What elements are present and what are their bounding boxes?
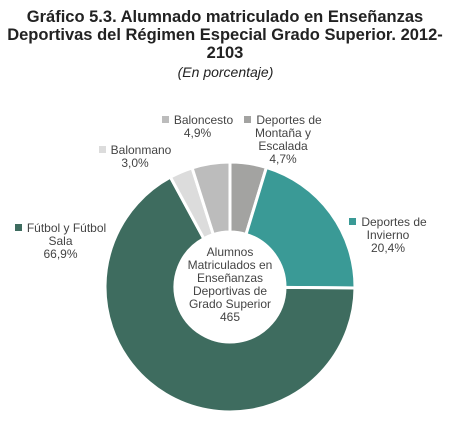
slice-value: 66,9%: [43, 247, 78, 261]
slice-value: 3,0%: [121, 156, 149, 170]
chart-subtitle: (En porcentaje): [177, 64, 274, 80]
slice-label: Deportes de Montaña y Escalada 4,7%: [238, 114, 328, 166]
legend-marker: [98, 146, 106, 153]
legend-marker: [161, 116, 169, 123]
slice-label: Fútbol y Fútbol Sala 66,9%: [8, 222, 113, 261]
slice-name: Baloncesto: [173, 113, 234, 127]
center-text: Alumnos Matriculados en Enseñanzas Depor…: [187, 245, 273, 311]
center-value: 465: [219, 310, 241, 324]
slice-name: Deportes de Invierno: [361, 215, 427, 242]
legend-marker: [349, 218, 357, 225]
legend-marker: [14, 224, 22, 231]
slice-label: Baloncesto 4,9%: [150, 114, 245, 140]
slice-value: 4,7%: [269, 152, 297, 166]
slice-label: Balonmano 3,0%: [90, 144, 180, 170]
slice-label: Deportes de Invierno 20,4%: [338, 216, 438, 255]
slice-name: Fútbol y Fútbol Sala: [26, 221, 107, 248]
donut-slice: [103, 175, 357, 414]
slice-name: Balonmano: [110, 143, 172, 157]
slice-value: 4,9%: [183, 126, 212, 140]
chart-title: Gráfico 5.3. Alumnado matriculado en Ens…: [7, 8, 443, 62]
donut-slice: [190, 160, 232, 237]
center-label: Alumnos Matriculados en Enseñanzas Depor…: [175, 246, 285, 324]
legend-marker: [244, 116, 252, 123]
slice-value: 20,4%: [370, 241, 406, 255]
donut-slice: [244, 165, 357, 290]
slice-name: Deportes de Montaña y Escalada: [254, 113, 322, 153]
